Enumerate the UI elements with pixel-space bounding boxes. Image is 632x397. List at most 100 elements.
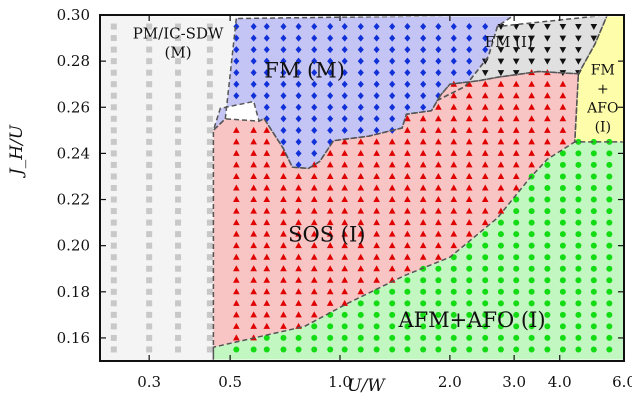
- marker-sos: [373, 172, 380, 179]
- marker-afm_afo: [311, 334, 318, 341]
- marker-afm_afo: [389, 288, 396, 295]
- x-tick-label: 4.0: [548, 373, 572, 391]
- marker-afm_afo: [590, 208, 597, 215]
- marker-fm_i: [528, 35, 535, 42]
- marker-sos: [435, 184, 442, 191]
- marker-afm_afo: [575, 311, 582, 318]
- marker-sos: [528, 149, 535, 156]
- marker-sos: [481, 103, 489, 110]
- marker-afm_afo: [482, 334, 489, 341]
- marker-sos: [481, 80, 489, 87]
- marker-afm_afo: [590, 277, 597, 284]
- marker-sos: [419, 219, 427, 226]
- marker-sos: [373, 149, 380, 156]
- marker-afm_afo: [482, 300, 489, 307]
- marker-fm_i: [575, 47, 582, 54]
- marker-pm: [110, 231, 117, 238]
- marker-sos: [435, 230, 442, 237]
- marker-fm_m: [311, 103, 318, 111]
- marker-sos: [326, 219, 334, 226]
- marker-pm: [146, 58, 153, 65]
- marker-sos: [404, 230, 411, 237]
- marker-fm_m: [263, 57, 270, 65]
- marker-fm_m: [250, 69, 257, 77]
- region-labels: PM/IC-SDW(M) FM (M) FM (I) FM + AFO (I) SOS (I)…: [133, 24, 619, 331]
- marker-fm_m: [311, 46, 318, 54]
- marker-fm_m: [295, 115, 302, 123]
- marker-pm: [110, 265, 117, 272]
- marker-fm_m: [435, 80, 442, 88]
- marker-sos: [497, 172, 505, 179]
- marker-afm_afo: [357, 311, 364, 318]
- marker-afm_afo: [373, 288, 380, 295]
- marker-sos: [373, 276, 380, 283]
- marker-fm_m: [420, 46, 427, 54]
- marker-sos: [233, 149, 240, 156]
- marker-fm_m: [357, 115, 364, 123]
- marker-afm_afo: [513, 242, 520, 249]
- marker-sos: [544, 115, 551, 122]
- marker-fm_m: [404, 80, 411, 88]
- marker-afm_afo: [466, 288, 473, 295]
- marker-sos: [528, 115, 535, 122]
- x-axis-label: U/W: [347, 376, 386, 396]
- marker-pm: [110, 115, 117, 122]
- marker-afm_afo: [513, 231, 520, 238]
- marker-afm_afo: [420, 311, 427, 318]
- marker-fm_m: [373, 69, 380, 77]
- marker-sos: [465, 126, 473, 133]
- label-fm_m: FM (M): [264, 59, 345, 83]
- marker-afm_afo: [466, 300, 473, 307]
- marker-pm: [146, 196, 153, 203]
- marker-sos: [310, 265, 318, 272]
- marker-afm_afo: [559, 196, 566, 203]
- marker-sos: [326, 161, 334, 168]
- marker-pm: [206, 185, 213, 191]
- marker-pm: [206, 127, 213, 134]
- marker-sos: [341, 253, 348, 260]
- marker-afm_afo: [606, 323, 613, 330]
- marker-pm: [206, 242, 213, 249]
- marker-afm_afo: [513, 300, 520, 307]
- marker-sos: [373, 207, 380, 214]
- marker-afm_afo: [311, 346, 318, 353]
- marker-sos: [357, 161, 365, 168]
- marker-pm: [110, 208, 117, 215]
- marker-afm_afo: [233, 346, 240, 353]
- marker-sos: [544, 92, 551, 99]
- marker-sos: [326, 299, 334, 306]
- marker-sos: [326, 242, 334, 249]
- marker-pm: [175, 92, 182, 99]
- marker-sos: [528, 80, 535, 87]
- marker-sos: [450, 115, 458, 122]
- marker-sos: [357, 207, 365, 214]
- marker-sos: [404, 161, 411, 168]
- marker-afm_afo: [606, 161, 613, 168]
- marker-fm_m: [280, 103, 287, 111]
- marker-sos: [435, 115, 442, 122]
- marker-afm_afo: [544, 288, 551, 295]
- label-pm: PM/IC-SDW: [133, 24, 224, 42]
- marker-afm_afo: [590, 288, 597, 295]
- marker-fm_m: [233, 92, 240, 100]
- marker-sos: [450, 172, 458, 179]
- marker-fm_m: [280, 34, 287, 42]
- marker-sos: [544, 126, 551, 133]
- marker-sos: [341, 172, 348, 179]
- marker-sos: [559, 115, 567, 122]
- marker-sos: [497, 80, 505, 87]
- marker-afm_afo: [373, 346, 380, 353]
- marker-sos: [263, 322, 271, 329]
- marker-sos: [388, 138, 396, 145]
- marker-afm_afo: [575, 300, 582, 307]
- marker-afm_afo: [341, 323, 348, 330]
- marker-sos: [465, 172, 473, 179]
- marker-fm_m: [295, 46, 302, 54]
- marker-sos: [450, 242, 458, 249]
- marker-pm: [110, 69, 117, 76]
- marker-pm: [110, 323, 117, 330]
- marker-sos: [450, 103, 458, 110]
- marker-fm_m: [280, 115, 287, 123]
- marker-afm_afo: [590, 185, 597, 191]
- marker-fm_m: [389, 80, 396, 88]
